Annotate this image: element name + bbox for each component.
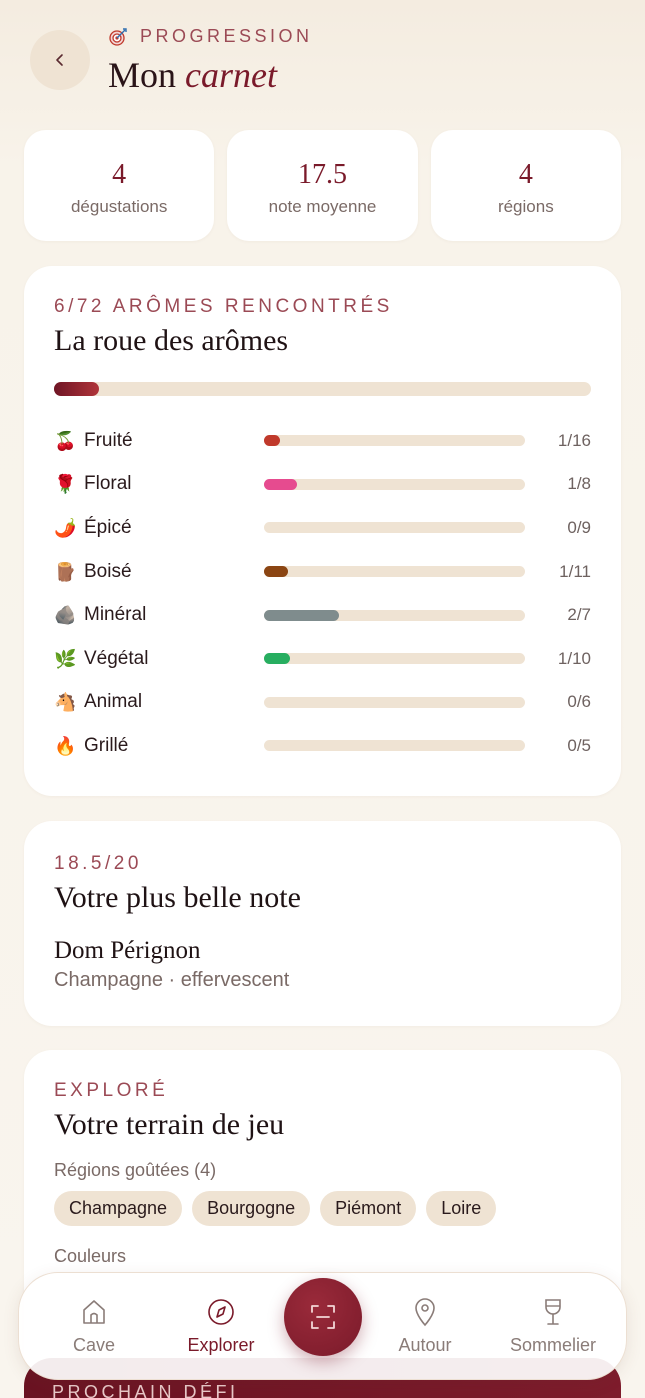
chevron-left-icon (56, 54, 63, 66)
aroma-emoji-icon: 🍒 (54, 430, 77, 451)
aroma-emoji-icon: 🔥 (54, 735, 77, 756)
nav-item-explorer[interactable]: Explorer (161, 1297, 281, 1356)
nav-label: Cave (72, 1335, 116, 1355)
aroma-progress-track (264, 609, 525, 621)
aroma-count: 1/16 (557, 430, 591, 450)
stat-value: 17.5 (297, 158, 347, 190)
stat-label: note moyenne (268, 196, 377, 216)
aroma-wheel-card[interactable]: 6/72 ARÔMES RENCONTRÉS La roue des arôme… (24, 266, 621, 796)
stat-label: régions (497, 196, 554, 216)
scan-button[interactable] (284, 1278, 362, 1356)
aroma-row[interactable]: 🪨 Minéral 2/7 (54, 593, 591, 637)
aroma-progress-fill (264, 478, 297, 490)
challenge-eyebrow: PROCHAIN DÉFI (52, 1382, 239, 1398)
aroma-count: 0/9 (567, 517, 591, 537)
stat-card-tastings: 4 dégustations (24, 130, 215, 241)
aroma-row[interactable]: 🌿 Végétal 1/10 (54, 637, 591, 681)
region-chip[interactable]: Loire (426, 1191, 497, 1226)
region-chip[interactable]: Champagne (54, 1191, 183, 1226)
aroma-count: 1/11 (559, 561, 591, 581)
aroma-name: Fruité (84, 429, 133, 451)
stat-label: dégustations (70, 196, 168, 216)
compass-icon (208, 1299, 234, 1325)
aroma-progress-fill (264, 609, 339, 621)
aroma-progress-fill (264, 653, 291, 665)
explored-title: Votre terrain de jeu (54, 1108, 285, 1141)
aroma-emoji-icon: 🪵 (54, 561, 77, 582)
aroma-row[interactable]: 🌹 Floral 1/8 (54, 463, 591, 507)
nav-item-sommelier[interactable]: Sommelier (493, 1297, 613, 1356)
aroma-title: La roue des arômes (54, 324, 289, 357)
stat-value: 4 (112, 158, 127, 190)
aroma-progress-track (264, 478, 525, 490)
aroma-overall-progress (54, 382, 591, 396)
aroma-row[interactable]: 🪵 Boisé 1/11 (54, 550, 591, 594)
target-icon (109, 27, 127, 46)
page-title-emphasis: carnet (185, 55, 277, 95)
aroma-row[interactable]: 🐴 Animal 0/6 (54, 681, 591, 725)
aroma-row[interactable]: 🔥 Grillé 0/5 (54, 724, 591, 768)
page-title: Mon carnet (108, 54, 277, 96)
page-title-prefix: Mon (108, 55, 177, 95)
aroma-progress-track (264, 653, 525, 665)
scan-icon (311, 1305, 335, 1329)
aroma-progress-track (264, 522, 525, 534)
map-pin-icon (415, 1298, 435, 1327)
aroma-progress-track (264, 435, 525, 447)
explored-eyebrow: EXPLORÉ (54, 1080, 169, 1101)
wine-subtitle: Champagne · effervescent (54, 969, 290, 991)
stat-value: 4 (518, 158, 533, 190)
best-note-card[interactable]: 18.5/20 Votre plus belle note Dom Pérign… (24, 821, 621, 1026)
aroma-row[interactable]: 🌶️ Épicé 0/9 (54, 506, 591, 550)
aroma-count: 2/7 (567, 605, 591, 625)
aroma-progress-fill (264, 566, 288, 578)
colors-label: Couleurs (54, 1246, 127, 1266)
wine-name: Dom Pérignon (54, 937, 201, 964)
stat-card-regions: 4 régions (430, 130, 621, 241)
best-note-score: 18.5/20 (54, 853, 142, 874)
aroma-count: 1/8 (567, 474, 591, 494)
aroma-name: Floral (84, 473, 132, 495)
house-icon (83, 1300, 105, 1324)
aroma-emoji-icon: 🌿 (54, 648, 77, 669)
aroma-name: Végétal (84, 647, 149, 669)
region-chips: Champagne Bourgogne Piémont Loire (54, 1191, 591, 1226)
aroma-emoji-icon: 🌶️ (54, 517, 77, 538)
aroma-progress-track (264, 740, 525, 752)
region-chip[interactable]: Piémont (320, 1191, 417, 1226)
regions-label: Régions goûtées (4) (54, 1160, 217, 1180)
header-eyebrow-row: PROGRESSION (108, 26, 313, 47)
aroma-progress-fill (264, 435, 281, 447)
wine-glass-icon (545, 1299, 561, 1325)
back-button[interactable] (30, 30, 90, 90)
aroma-count: 1/10 (557, 648, 591, 668)
header-eyebrow: PROGRESSION (140, 26, 313, 46)
nav-item-cave[interactable]: Cave (34, 1297, 154, 1356)
aroma-name: Animal (84, 691, 143, 713)
aroma-progress-track (264, 566, 525, 578)
aroma-count: 0/5 (567, 735, 591, 755)
aroma-list: 🍒 Fruité 1/16 🌹 Floral 1/8 🌶️ Épicé 0/9 🪵 Boisé 1/1… (54, 419, 591, 768)
stat-card-average: 17.5 note moyenne (227, 130, 418, 241)
aroma-row[interactable]: 🍒 Fruité 1/16 (54, 419, 591, 463)
nav-label: Sommelier (509, 1335, 597, 1355)
best-note-title: Votre plus belle note (54, 881, 301, 914)
aroma-progress-track (264, 696, 525, 708)
aroma-overall-progress-fill (54, 382, 99, 396)
aroma-emoji-icon: 🌹 (54, 474, 77, 495)
aroma-name: Minéral (84, 604, 147, 626)
aroma-name: Grillé (84, 734, 129, 756)
aroma-name: Boisé (84, 560, 132, 582)
stats-row: 4 dégustations 17.5 note moyenne 4 régio… (24, 130, 621, 241)
aroma-count: 0/6 (567, 692, 591, 712)
aroma-name: Épicé (84, 516, 132, 538)
aroma-eyebrow: 6/72 ARÔMES RENCONTRÉS (54, 296, 393, 317)
nav-label: Autour (398, 1335, 452, 1355)
nav-label: Explorer (187, 1335, 255, 1355)
nav-item-autour[interactable]: Autour (365, 1297, 485, 1356)
aroma-emoji-icon: 🐴 (54, 692, 77, 713)
region-chip[interactable]: Bourgogne (192, 1191, 311, 1226)
aroma-emoji-icon: 🪨 (54, 605, 77, 626)
